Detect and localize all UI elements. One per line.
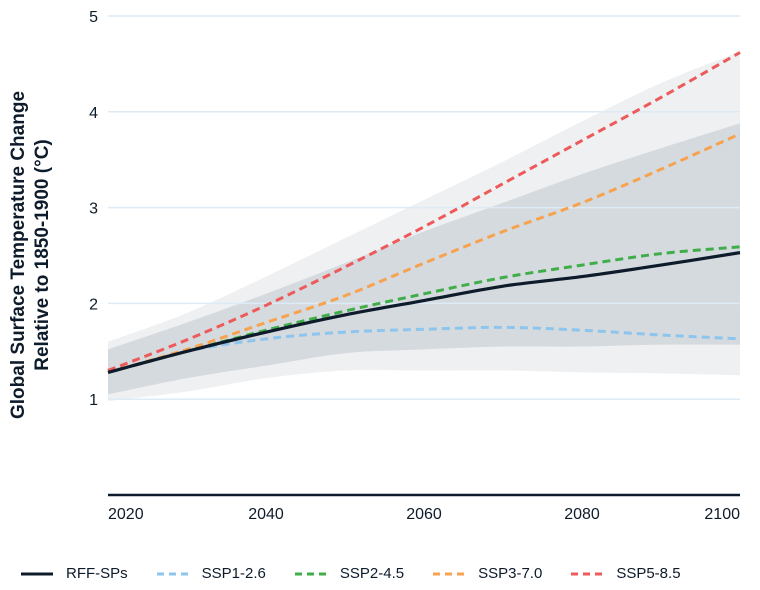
series-line-SSP3-7.0 xyxy=(107,132,741,374)
legend-item: SSP1-2.6 xyxy=(156,565,266,582)
y-axis-label-line1: Global Surface Temperature Change xyxy=(8,91,29,419)
x-tick-label: 2020 xyxy=(108,506,144,523)
legend-label: SSP3-7.0 xyxy=(478,565,543,582)
x-tick-label: 2060 xyxy=(406,506,442,523)
y-tick-label: 4 xyxy=(89,105,98,122)
legend-item: RFF-SPs xyxy=(20,565,128,582)
series-line-SSP5-8.5 xyxy=(107,51,741,372)
y-tick-label: 3 xyxy=(89,201,98,218)
y-tick-label: 1 xyxy=(89,392,98,409)
legend-label: SSP1-2.6 xyxy=(201,565,266,582)
legend-swatch xyxy=(433,572,466,575)
temperature-chart: 1 2 3 4 5 2020 2040 2060 2080 2100 Global Surface… xyxy=(8,9,741,523)
legend-swatch xyxy=(571,572,604,575)
y-axis-label-line2: Relative to 1850-1900 (°C) xyxy=(32,139,53,370)
legend-swatch xyxy=(156,572,189,575)
legend-swatch xyxy=(294,572,327,575)
y-tick-label: 2 xyxy=(89,296,98,313)
legend-label: SSP2-4.5 xyxy=(339,565,405,582)
x-tick-label: 2100 xyxy=(704,506,740,523)
y-tick-label: 5 xyxy=(89,9,98,26)
x-tick-label: 2080 xyxy=(564,506,600,523)
x-tick-label: 2040 xyxy=(248,506,284,523)
legend-item: SSP3-7.0 xyxy=(432,565,542,582)
legend: RFF-SPs SSP1-2.6 SSP2-4.5 SSP3-7.0 SSP5-8.5 xyxy=(20,565,709,582)
series-line-RFF-SPs xyxy=(107,251,741,374)
legend-item: SSP5-8.5 xyxy=(570,565,681,582)
uncertainty-band-1 xyxy=(108,123,740,395)
legend-swatch xyxy=(21,572,53,575)
legend-label: SSP5-8.5 xyxy=(616,565,681,582)
series-line-SSP2-4.5 xyxy=(107,245,741,374)
legend-item: SSP2-4.5 xyxy=(294,565,404,582)
legend-label: RFF-SPs xyxy=(66,565,128,582)
